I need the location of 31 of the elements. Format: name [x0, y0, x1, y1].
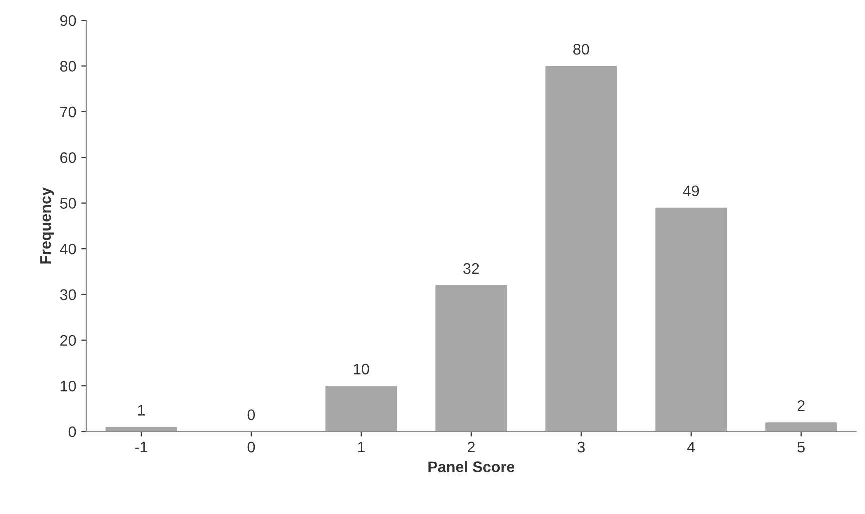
y-tick-label: 10	[60, 380, 76, 392]
x-tick-label: 2	[468, 442, 475, 453]
data-label: 80	[574, 44, 590, 55]
x-tick-label: 3	[578, 442, 585, 453]
data-label: 0	[248, 410, 256, 420]
y-tick-label: 70	[60, 106, 76, 118]
y-tick-label: 40	[60, 244, 76, 255]
y-tick-label: 0	[68, 426, 76, 438]
y-tick-label: 90	[60, 15, 76, 26]
data-label: 49	[683, 186, 700, 197]
y-tick-label: 80	[60, 61, 76, 72]
bar	[766, 422, 838, 432]
x-tick-label: -1	[135, 442, 148, 453]
bar	[656, 208, 728, 432]
data-label: 32	[464, 263, 480, 274]
data-label: 1	[138, 405, 145, 416]
y-tick-label: 30	[60, 290, 76, 300]
y-tick-label: 20	[60, 335, 76, 346]
x-tick-label: 4	[687, 442, 696, 453]
x-axis-title: Panel Score	[428, 461, 515, 472]
bar	[546, 66, 618, 432]
y-tick-label: 50	[60, 198, 76, 209]
data-label: 10	[354, 364, 370, 375]
x-tick-label: 1	[358, 442, 365, 453]
bar	[326, 386, 398, 432]
bar	[436, 286, 508, 432]
data-label: 2	[798, 400, 805, 412]
y-tick-label: 60	[60, 152, 76, 164]
y-axis-title: Frequency	[40, 188, 54, 264]
x-tick-label: 0	[248, 442, 256, 453]
x-tick-label: 5	[798, 442, 805, 453]
